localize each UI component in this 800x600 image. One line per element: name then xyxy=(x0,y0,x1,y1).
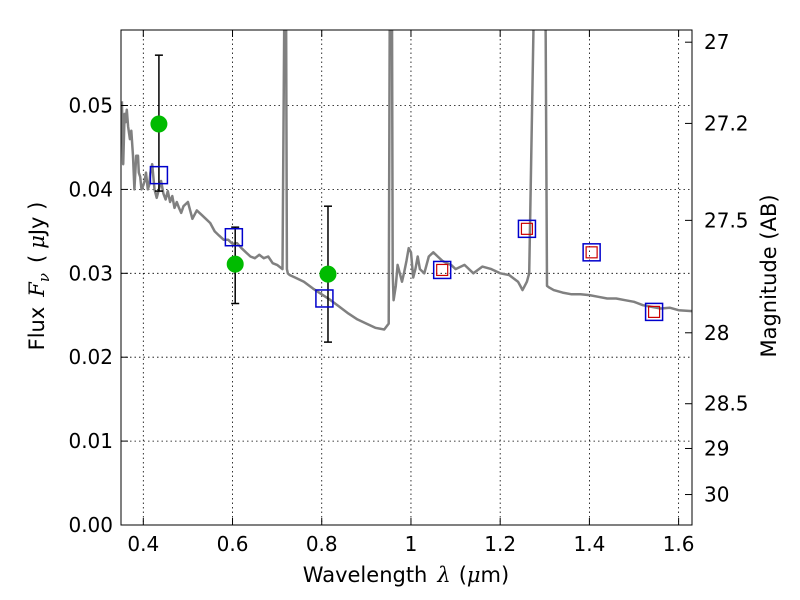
right-tick-label: 27.5 xyxy=(704,208,749,232)
x-axis-label-symbol: λ xyxy=(436,563,450,587)
y-axis-label-units-rest: Jy ) xyxy=(25,202,49,238)
plot-area xyxy=(121,30,692,343)
right-tick-label: 28 xyxy=(704,321,729,345)
x-tick-label: 1.4 xyxy=(573,532,605,556)
y-tick-label: 0.05 xyxy=(68,94,113,118)
y-axis-label: Flux Fν ( μJy ) xyxy=(25,202,53,351)
model-spectrum-line xyxy=(121,30,692,331)
axis-ticks: 0.4 0.6 0.8 1 1.2 1.4 1.6 0.00 0.01 0.02 0.03 0.04 0… xyxy=(68,30,749,556)
inner-marker xyxy=(520,222,534,235)
inner-marker xyxy=(436,263,449,277)
y-axis-label-units-open: ( xyxy=(25,255,49,263)
y-axis-label-symbol: F xyxy=(25,281,49,298)
x-tick-label: 0.6 xyxy=(217,532,249,556)
inner-marker xyxy=(585,246,598,259)
x-axis-label: Wavelength λ (μm) xyxy=(303,563,509,587)
y-axis-label-prefix: Flux xyxy=(25,307,49,351)
x-tick-label: 0.8 xyxy=(306,532,338,556)
right-tick-label: 28.5 xyxy=(704,392,749,416)
y-axis-label-units-mu: μ xyxy=(25,235,49,249)
synthetic-marker xyxy=(432,260,452,280)
gridlines xyxy=(121,30,692,526)
observed-flux-points xyxy=(150,115,337,283)
synthetic-marker xyxy=(149,165,169,185)
synthetic-marker xyxy=(315,289,334,308)
x-axis-label-units-mu: μ xyxy=(467,563,481,587)
y-tick-label: 0.04 xyxy=(68,177,113,201)
observed-point xyxy=(226,255,244,273)
synthetic-marker xyxy=(582,243,601,262)
observed-point xyxy=(319,265,337,283)
x-tick-label: 1.6 xyxy=(663,532,695,556)
synthetic-flux-markers xyxy=(149,165,664,322)
x-tick-label: 1.2 xyxy=(484,532,516,556)
y-tick-label: 0.00 xyxy=(68,513,113,537)
synthetic-marker xyxy=(644,302,664,322)
y-axis-label-subscript: ν xyxy=(35,273,53,282)
x-tick-label: 0.4 xyxy=(127,532,159,556)
synthetic-marker xyxy=(224,227,244,247)
right-tick-label: 27 xyxy=(704,30,729,54)
right-tick-label: 27.2 xyxy=(704,111,749,135)
right-tick-label: 29 xyxy=(704,436,729,460)
x-axis-label-units-open: ( xyxy=(459,563,467,587)
y-tick-label: 0.02 xyxy=(68,345,113,369)
x-axis-label-prefix: Wavelength xyxy=(303,563,428,587)
error-bars xyxy=(154,54,332,343)
y-tick-label: 0.01 xyxy=(68,429,113,453)
observed-point xyxy=(150,115,168,133)
right-tick-label: 30 xyxy=(704,483,729,507)
plot-frame xyxy=(120,29,693,526)
right-axis-label: Magnitude (AB) xyxy=(757,194,781,357)
synthetic-marker xyxy=(517,219,537,239)
x-axis-label-units-rest: m) xyxy=(481,563,510,587)
y-tick-label: 0.03 xyxy=(68,261,113,285)
inner-flux-markers xyxy=(436,222,661,318)
inner-marker xyxy=(647,305,661,318)
x-tick-label: 1 xyxy=(405,532,418,556)
